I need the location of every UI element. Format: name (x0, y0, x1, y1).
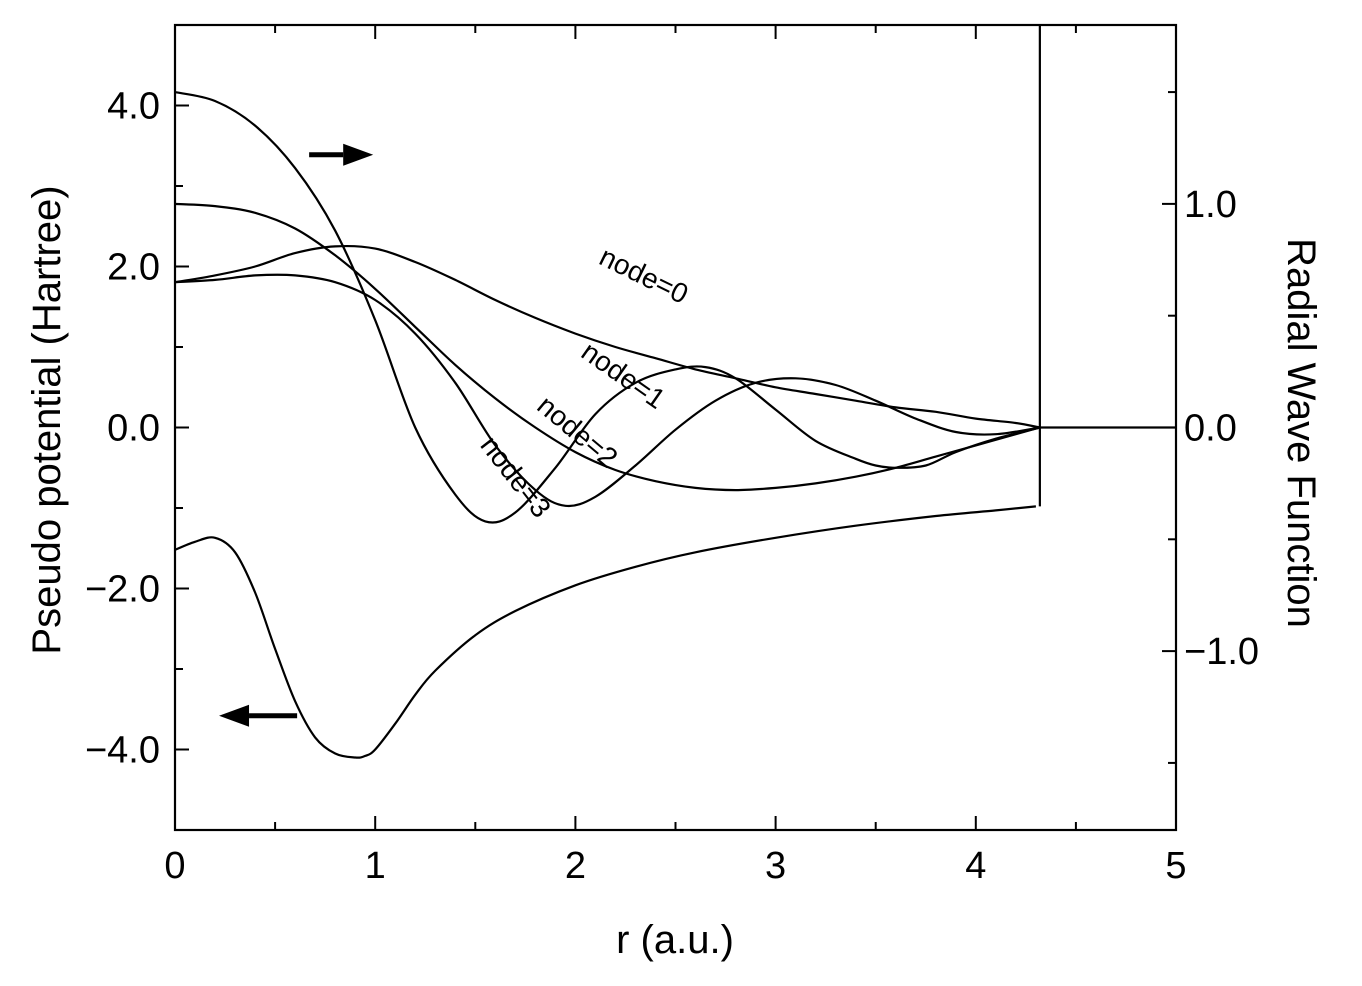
x-tick-label: 1 (365, 845, 386, 887)
x-tick-label: 2 (565, 845, 586, 887)
y-right-tick-label: 1.0 (1184, 184, 1237, 226)
ticks (174, 25, 1177, 830)
curves (174, 25, 1176, 759)
node-label: node=2 (532, 389, 624, 473)
y-left-tick-label: −4.0 (85, 730, 160, 772)
y-right-tick-label: −1.0 (1184, 631, 1259, 673)
x-tick-label: 0 (164, 845, 185, 887)
plot-frame (173, 23, 1178, 832)
series-line-3 (174, 273, 1041, 508)
series-line-2 (174, 202, 1041, 492)
node-label: node=3 (475, 430, 557, 523)
y-right-tick-label: 0.0 (1184, 408, 1237, 450)
y-right-axis-title: Radial Wave Function (1279, 238, 1323, 628)
tick-labels: 0 1 2 3 4 5 4.0 2.0 0.0 −2.0 −4.0 1.0 0.0 −1.0 (85, 86, 1259, 888)
y-left-tick-label: 0.0 (107, 408, 160, 450)
x-axis-title: r (a.u.) (616, 918, 734, 962)
y-left-axis-title: Pseudo potential (Hartree) (25, 185, 69, 654)
node-label: node=0 (595, 241, 693, 310)
y-left-tick-label: 2.0 (107, 247, 160, 289)
y-left-tick-label: 4.0 (107, 86, 160, 128)
arrow-left-head (219, 704, 250, 727)
x-tick-label: 4 (965, 845, 986, 887)
y-left-tick-label: −2.0 (85, 569, 160, 611)
x-tick-label: 3 (765, 845, 786, 887)
arrows (219, 143, 374, 727)
x-tick-label: 5 (1165, 845, 1186, 887)
arrow-right-head (343, 143, 374, 166)
series-line-0 (174, 505, 1037, 759)
series-line-4 (174, 91, 1041, 524)
